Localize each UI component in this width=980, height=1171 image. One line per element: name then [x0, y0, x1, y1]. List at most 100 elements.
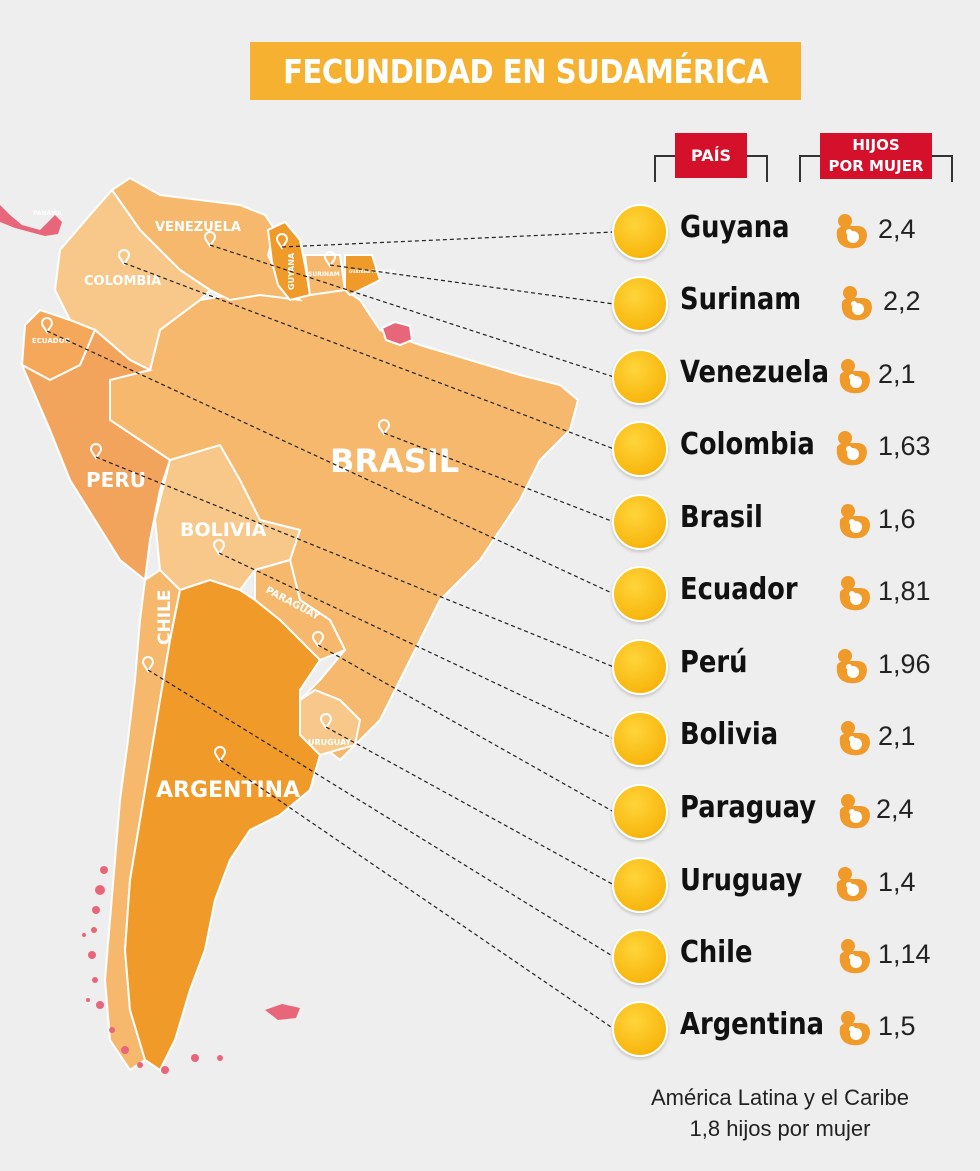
island-trinidad — [380, 320, 414, 347]
map-pin-icon — [204, 231, 216, 248]
connector-line — [219, 759, 615, 1030]
header-children-line1: HIJOS — [852, 136, 900, 154]
country-dot — [612, 857, 668, 913]
country-name: Chile — [680, 935, 753, 970]
map-pin-icon — [90, 443, 102, 460]
country-row: Surinam 2,2 — [612, 276, 972, 336]
connector-line — [329, 264, 615, 305]
fertility-value: 1,4 — [878, 867, 916, 897]
footer-line1: América Latina y el Caribe — [650, 1085, 909, 1110]
country-dot — [612, 349, 668, 405]
country-row: Chile 1,14 — [612, 929, 972, 989]
map-label-argentina: ARGENTINA — [156, 778, 300, 803]
map-pin-icon — [214, 746, 226, 763]
connector-line — [218, 552, 615, 740]
country-dot — [612, 566, 668, 622]
map-label-peru: PERU — [86, 468, 146, 492]
map-pin-icon — [41, 317, 53, 334]
title-box: FECUNDIDAD EN SUDAMÉRICA — [250, 42, 802, 100]
map-pin-icon — [320, 713, 332, 730]
map-label-surinam: SURINAM — [308, 271, 340, 278]
country-name: Surinam — [680, 282, 802, 317]
argentina-shape — [123, 578, 322, 1072]
header-children-line2: POR MUJER — [828, 157, 924, 175]
mother-child-icon — [836, 719, 872, 762]
connector-line — [325, 726, 615, 886]
mother-child-icon — [836, 937, 872, 980]
map-pin-icon — [142, 656, 154, 673]
country-row: Argentina 1,5 — [612, 1001, 972, 1061]
title-banner: FECUNDIDAD EN SUDAMÉRICA — [250, 42, 802, 100]
connector-lines — [46, 231, 615, 1030]
country-dot — [612, 421, 668, 477]
fertility-value: 1,14 — [878, 939, 931, 969]
fertility-value: 2,1 — [878, 721, 916, 751]
country-row: Guyana 2,4 — [612, 204, 972, 264]
fertility-value: 1,63 — [878, 431, 931, 461]
connector-line — [209, 244, 615, 378]
islands-chile — [82, 866, 223, 1074]
country-dot — [612, 204, 668, 260]
connector-line — [317, 644, 615, 813]
map-label-colombia: COLOMBIA — [84, 274, 161, 289]
fertility-value: 2,2 — [883, 286, 921, 316]
header-country: PAÍS — [675, 133, 747, 178]
country-dot — [612, 929, 668, 985]
country-name: Uruguay — [680, 863, 803, 898]
country-row: Paraguay 2,4 — [612, 784, 972, 844]
country-name: Argentina — [680, 1007, 824, 1042]
mother-child-icon — [836, 502, 872, 545]
country-dot — [612, 276, 668, 332]
mother-child-icon — [836, 792, 872, 835]
map-pin-icon — [213, 539, 225, 556]
country-row: Colombia 1,63 — [612, 421, 972, 481]
country-dot — [612, 1001, 668, 1057]
map-label-uruguay: URUGUAY — [308, 738, 351, 747]
map-pin-icon — [118, 249, 130, 266]
mother-child-icon — [836, 357, 872, 400]
country-name: Venezuela — [680, 355, 830, 390]
connector-line — [95, 456, 615, 668]
footer-note: América Latina y el Caribe 1,8 hijos por… — [620, 1082, 940, 1144]
mother-child-icon — [836, 1009, 872, 1052]
mother-child-icon — [838, 284, 874, 327]
fertility-value: 2,1 — [878, 359, 916, 389]
map-label-guayana-francesa: GUAYANA FRANCESA — [349, 269, 396, 274]
map-label-brasil: BRASIL — [330, 442, 459, 480]
map-label-chile: CHILE — [155, 590, 175, 645]
mother-child-icon — [833, 212, 869, 255]
map-pin-icon — [324, 251, 336, 268]
guayana-francesa-shape — [344, 254, 382, 297]
footer-line2: 1,8 hijos por mujer — [689, 1116, 871, 1141]
country-row: Perú 1,96 — [612, 639, 972, 699]
connector-line — [123, 262, 615, 450]
connector-line — [383, 432, 615, 523]
country-row: Brasil 1,6 — [612, 494, 972, 554]
map-label-venezuela: VENEZUELA — [155, 220, 241, 235]
fertility-value: 1,5 — [878, 1011, 916, 1041]
map-label-ecuador: ECUADOR — [32, 337, 71, 345]
island-falklands — [265, 1004, 300, 1020]
map-label-bolivia: BOLIVIA — [180, 519, 267, 541]
fertility-value: 2,4 — [876, 794, 914, 824]
mother-child-icon — [833, 429, 869, 472]
connector-line — [281, 231, 615, 248]
page-title: FECUNDIDAD EN SUDAMÉRICA — [283, 51, 769, 91]
country-name: Guyana — [680, 210, 790, 245]
country-dot — [612, 494, 668, 550]
country-name: Colombia — [680, 427, 815, 462]
panama-shape — [0, 205, 62, 236]
peru-shape — [19, 328, 172, 582]
country-row: Venezuela 2,1 — [612, 349, 972, 409]
country-dot — [612, 639, 668, 695]
map-pin-icon — [312, 631, 324, 648]
country-row: Bolivia 2,1 — [612, 711, 972, 771]
country-row: Uruguay 1,4 — [612, 857, 972, 917]
mother-child-icon — [836, 574, 872, 617]
country-name: Bolivia — [680, 717, 779, 752]
fertility-value: 1,6 — [878, 504, 916, 534]
mother-child-icon — [833, 647, 869, 690]
map-label-panama: PANAMA — [33, 210, 62, 217]
mother-child-icon — [833, 865, 869, 908]
